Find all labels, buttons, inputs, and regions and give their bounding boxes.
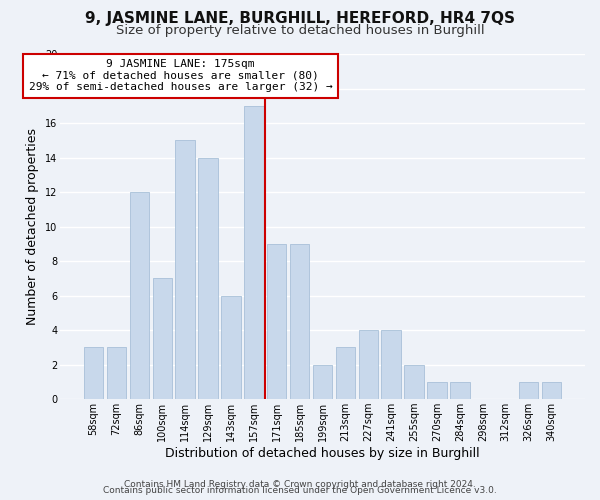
Bar	[542, 382, 561, 399]
Bar	[519, 382, 538, 399]
Bar	[244, 106, 263, 399]
Y-axis label: Number of detached properties: Number of detached properties	[26, 128, 40, 325]
Bar	[175, 140, 195, 399]
Text: 9, JASMINE LANE, BURGHILL, HEREFORD, HR4 7QS: 9, JASMINE LANE, BURGHILL, HEREFORD, HR4…	[85, 11, 515, 26]
Bar	[130, 192, 149, 399]
Bar	[404, 364, 424, 399]
Bar	[290, 244, 310, 399]
Bar	[450, 382, 470, 399]
Bar	[84, 348, 103, 399]
Bar	[107, 348, 126, 399]
Bar	[152, 278, 172, 399]
Bar	[335, 348, 355, 399]
Text: Contains HM Land Registry data © Crown copyright and database right 2024.: Contains HM Land Registry data © Crown c…	[124, 480, 476, 489]
Bar	[313, 364, 332, 399]
Text: Contains public sector information licensed under the Open Government Licence v3: Contains public sector information licen…	[103, 486, 497, 495]
Bar	[427, 382, 447, 399]
Text: Size of property relative to detached houses in Burghill: Size of property relative to detached ho…	[116, 24, 484, 37]
Bar	[267, 244, 286, 399]
Bar	[359, 330, 378, 399]
Bar	[382, 330, 401, 399]
Bar	[199, 158, 218, 399]
Bar	[221, 296, 241, 399]
X-axis label: Distribution of detached houses by size in Burghill: Distribution of detached houses by size …	[165, 447, 480, 460]
Text: 9 JASMINE LANE: 175sqm
← 71% of detached houses are smaller (80)
29% of semi-det: 9 JASMINE LANE: 175sqm ← 71% of detached…	[29, 59, 332, 92]
